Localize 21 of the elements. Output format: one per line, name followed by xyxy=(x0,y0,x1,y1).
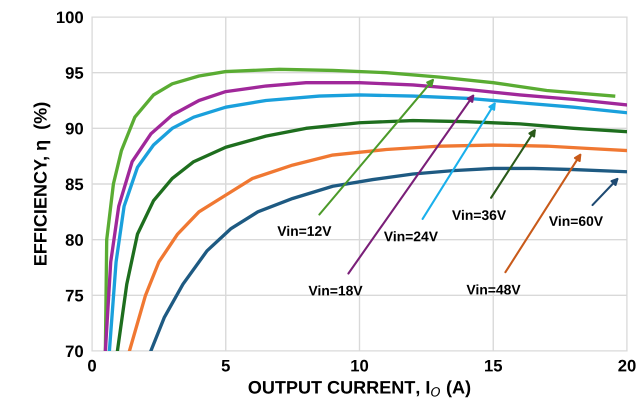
x-tick-label: 0 xyxy=(88,360,96,372)
y-tick-label: 90 xyxy=(66,122,83,135)
annotation: Vin=60V xyxy=(548,216,603,226)
y-tick-label: 70 xyxy=(66,345,83,358)
y-tick-label: 80 xyxy=(66,234,83,246)
annotation: Vin=24V xyxy=(384,231,438,242)
annotation: Vin=36V xyxy=(452,210,506,220)
annotation: Vin=48V xyxy=(466,284,521,295)
x-tick-label: 15 xyxy=(485,360,502,372)
annotation: Vin=18V xyxy=(308,285,363,296)
y-tick-label: 85 xyxy=(66,178,84,190)
x-tick-label: 10 xyxy=(351,360,368,372)
y-tick-label: 95 xyxy=(66,67,84,79)
line-series xyxy=(149,166,627,351)
x-tick-label: 20 xyxy=(618,360,636,372)
y-tick-label: 100 xyxy=(56,11,83,24)
annotation: Vin=12V xyxy=(277,226,332,236)
x-axis-title: OUTPUT CURRENT, I$_{O}$ (A) xyxy=(248,380,470,398)
y-axis-title: EFFICIENCY, η (%) xyxy=(33,102,50,266)
x-tick-label: 5 xyxy=(222,360,230,372)
y-tick-label: 75 xyxy=(66,290,84,302)
